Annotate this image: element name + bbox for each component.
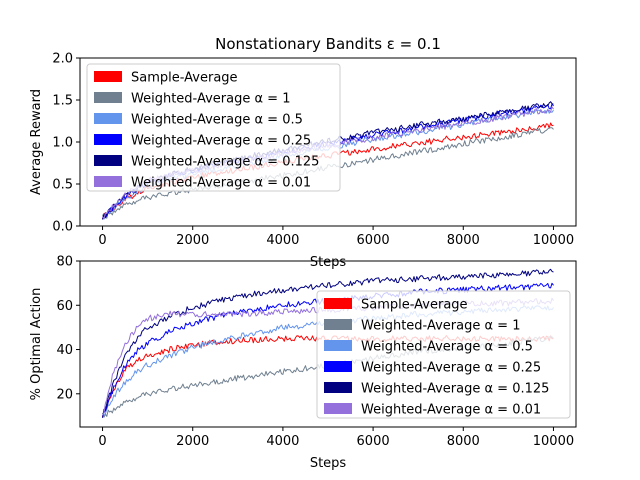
legend-swatch [94,134,122,145]
x-tick-label: 8000 [447,434,480,449]
axes-frame [79,260,577,428]
y-tick-label: 40 [56,343,73,358]
legend-label: Weighted-Average α = 0.01 [361,403,541,418]
legend-box [86,63,341,192]
legend-label: Sample-Average [361,298,468,313]
y-axis-label: % Optimal Action [29,288,44,401]
x-axis-label: Steps [310,456,347,471]
y-tick-label: 0.0 [52,220,73,235]
legend-label: Weighted-Average α = 0.5 [361,340,533,355]
x-tick-label: 6000 [357,233,390,248]
x-tick-label: 2000 [176,434,209,449]
x-tick-label: 6000 [357,434,390,449]
x-tick-label: 2000 [176,233,209,248]
legend-swatch [324,340,352,351]
x-tick-label: 10000 [533,233,574,248]
x-tick-label: 4000 [266,233,299,248]
legend-label: Weighted-Average α = 0.125 [131,155,319,170]
y-axis-label: Average Reward [29,89,44,195]
y-tick-label: 60 [56,299,73,314]
legend-swatch [94,71,122,82]
legend-label: Weighted-Average α = 0.125 [361,382,549,397]
reward-panel: 0 2000 4000 6000 8000 10000 0.0 0.5 1.0 1.5 2.0 Ste… [29,52,577,270]
legend-label: Sample-Average [131,71,238,86]
legend-swatch [94,155,122,166]
series-line-4 [102,268,554,418]
y-tick-label: 20 [56,387,73,402]
optimal-action-panel: 0 2000 4000 6000 8000 10000 20 40 60 80 Steps % Opt… [29,255,577,471]
legend-label: Weighted-Average α = 1 [361,319,520,334]
legend-swatch [324,361,352,372]
y-tick-label: 80 [56,255,73,270]
y-tick-label: 2.0 [52,52,73,67]
legend-label: Weighted-Average α = 0.01 [131,176,311,191]
x-tick-label: 10000 [533,434,574,449]
legend-label: Weighted-Average α = 0.5 [131,113,303,128]
legend-swatch [94,113,122,124]
y-tick-label: 0.5 [52,178,73,193]
legend-swatch [94,92,122,103]
legend-swatch [324,298,352,309]
x-tick-label: 8000 [447,233,480,248]
legend-swatch [94,176,122,187]
legend-label: Weighted-Average α = 1 [131,92,290,107]
y-tick-label: 1.5 [52,94,73,109]
legend-swatch [324,382,352,393]
x-axis-label: Steps [310,255,347,270]
legend-swatch [324,403,352,414]
x-tick-label: 0 [98,233,106,248]
x-tick-label: 0 [98,434,106,449]
legend-swatch [324,319,352,330]
legend-box [316,290,571,419]
x-tick-label: 4000 [266,434,299,449]
legend-label: Weighted-Average α = 0.25 [131,134,311,149]
y-tick-label: 1.0 [52,136,73,151]
chart-title: Nonstationary Bandits ε = 0.1 [215,35,441,53]
legend-label: Weighted-Average α = 0.25 [361,361,541,376]
